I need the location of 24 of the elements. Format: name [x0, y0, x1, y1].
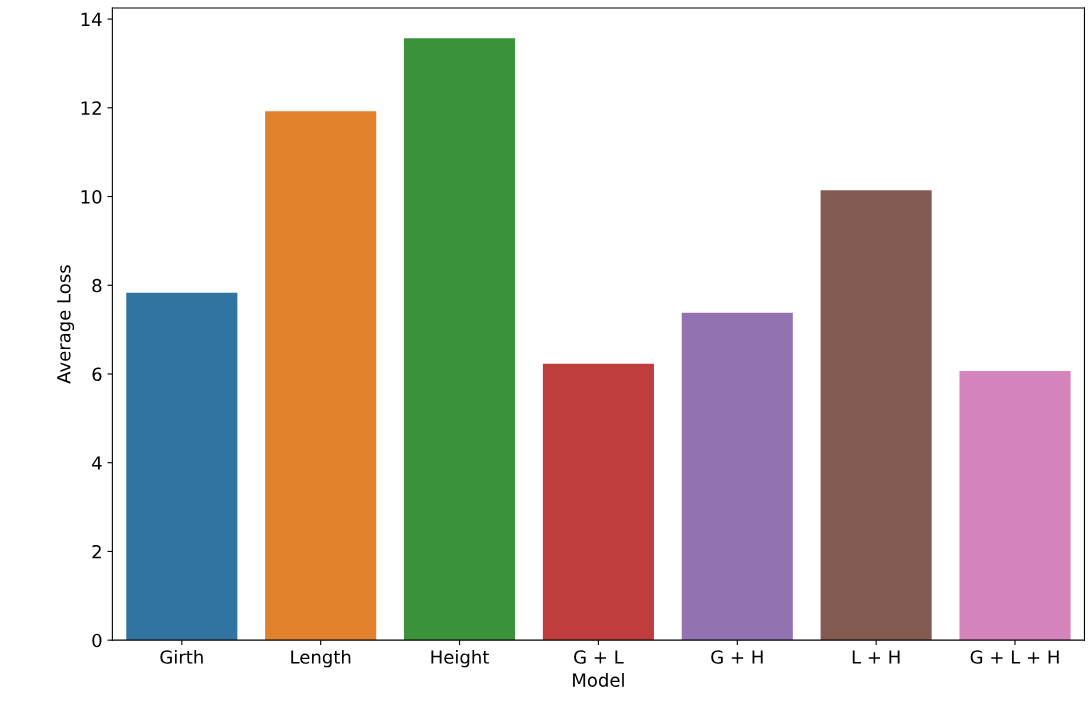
x-tick-label: G + L + H [970, 650, 1059, 664]
bar [126, 292, 238, 641]
y-tick-label: 0 [92, 633, 102, 648]
y-tick-label: 8 [92, 278, 102, 293]
bar [820, 190, 932, 641]
x-tick-label: G + L [574, 650, 624, 664]
x-tick-label: Height [431, 649, 489, 668]
bar [265, 111, 377, 641]
x-tick-label: Girth [160, 649, 203, 664]
y-tick-label: 2 [92, 544, 101, 559]
y-tick-label: 10 [81, 189, 102, 204]
bar [681, 312, 793, 641]
x-axis-title: Model [573, 672, 624, 687]
y-tick-label: 14 [81, 12, 102, 26]
x-tick-label: Length [291, 649, 351, 668]
bar [959, 370, 1071, 641]
bar [542, 363, 654, 641]
y-axis-title: Average Loss [57, 265, 75, 384]
y-tick-label: 12 [81, 101, 101, 115]
y-tick-label: 6 [92, 367, 102, 382]
bar [404, 38, 516, 641]
x-tick-label: L + H [852, 650, 900, 664]
y-tick-label: 4 [92, 456, 102, 470]
x-tick-label: G + H [711, 650, 763, 664]
